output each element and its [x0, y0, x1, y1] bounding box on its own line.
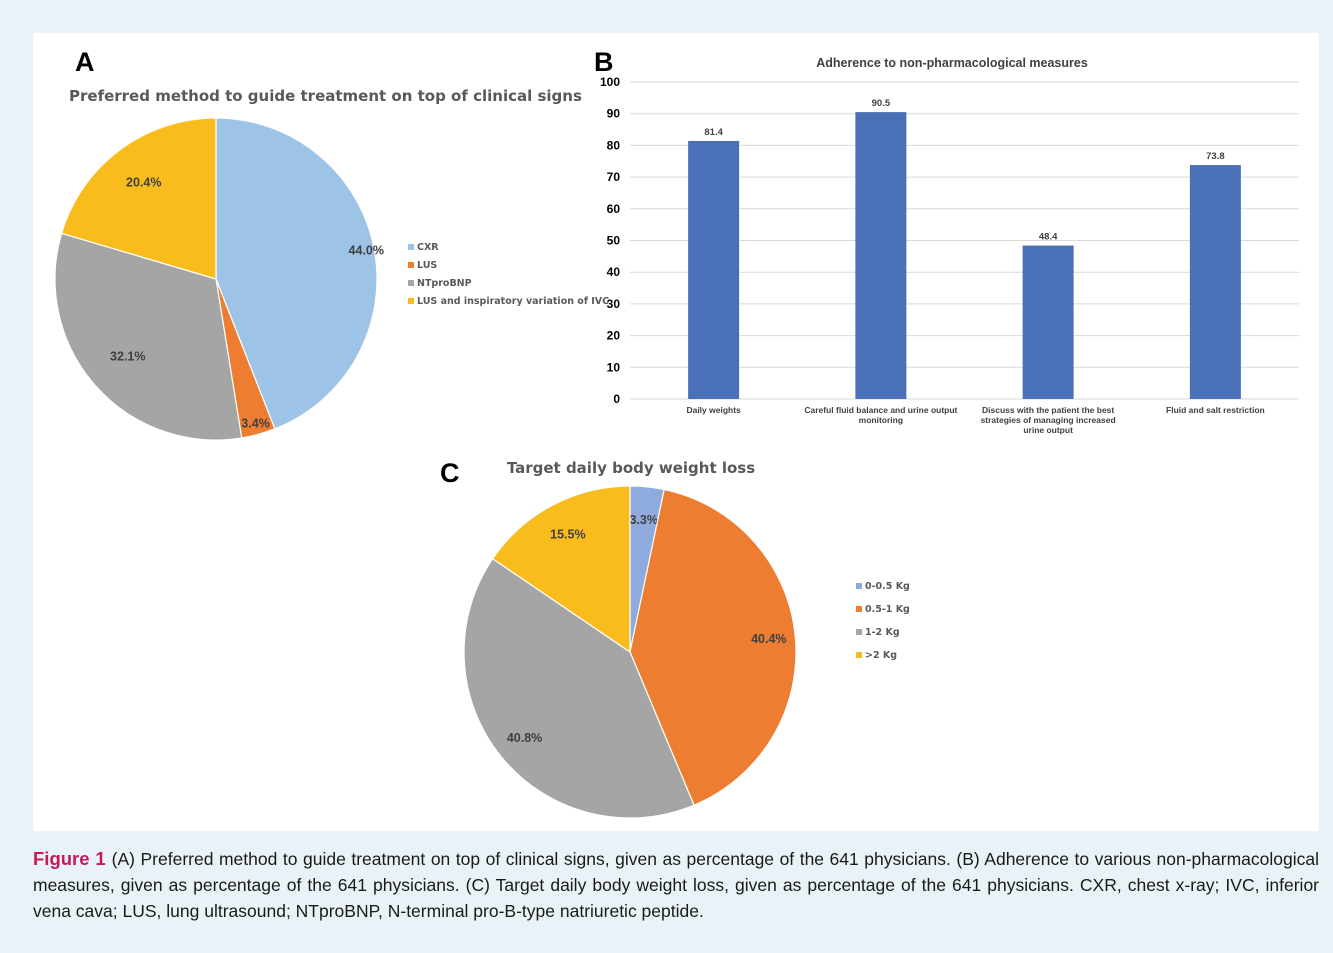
- pie-a-legend-label: LUS and inspiratory variation of IVC: [417, 296, 609, 307]
- bar-chart-title: Adherence to non-pharmacological measure…: [816, 56, 1088, 70]
- pie-c-legend-label: 1-2 Kg: [865, 627, 900, 638]
- bar-y-tick-label: 0: [613, 392, 620, 406]
- bar-value-label: 81.4: [704, 127, 723, 138]
- pie-c-legend-label: 0-0.5 Kg: [865, 581, 910, 592]
- pie-c-slice: [463, 557, 695, 819]
- bar-category-label: Daily weights: [686, 405, 741, 415]
- pie-a-slice: [60, 117, 217, 280]
- pie-c-legend-label: >2 Kg: [865, 650, 897, 661]
- pie-a-legend-swatch: [408, 244, 414, 250]
- pie-c-legend-label: 0.5-1 Kg: [865, 604, 910, 615]
- pie-c-legend: 0-0.5 Kg 0.5-1 Kg 1-2 Kg >2 Kg: [856, 581, 910, 661]
- bar-chart: 0 10 20 30 40 50 60 70 80 90 100 81.4 Daily weights 9…: [600, 75, 1299, 435]
- pie-a-slice-label: 20.4%: [126, 175, 161, 189]
- pie-a-slice: [215, 117, 378, 430]
- bar-y-tick-label: 30: [607, 297, 621, 311]
- bar-category-label: Fluid and salt restriction: [1166, 405, 1265, 415]
- bar-category-label: urine output: [1023, 425, 1073, 435]
- figure-caption: Figure 1 (A) Preferred method to guide tr…: [33, 846, 1319, 924]
- pie-a-legend-label: CXR: [417, 242, 439, 253]
- figure-panel: A B C Preferred method to guide treatmen…: [33, 33, 1319, 831]
- pie-c-slice-label: 40.4%: [751, 632, 786, 646]
- pie-c-slice: [491, 485, 631, 654]
- pie-a-slice: [54, 232, 243, 441]
- bar-category-label: monitoring: [859, 415, 903, 425]
- bar-y-tick-label: 90: [607, 107, 621, 121]
- pie-c-legend-swatch: [856, 652, 862, 658]
- bar: [855, 112, 907, 400]
- bar-y-tick-label: 80: [607, 138, 621, 152]
- pie-c-slice-label: 3.3%: [629, 513, 658, 527]
- bar-y-tick-label: 40: [607, 265, 621, 279]
- bar-value-label: 90.5: [872, 98, 891, 109]
- pie-c-legend-swatch: [856, 629, 862, 635]
- pie-a-slice-label: 44.0%: [349, 244, 384, 258]
- bar-y-tick-label: 100: [600, 75, 620, 89]
- bar-y-tick-label: 20: [607, 329, 621, 343]
- pie-c-title: Target daily body weight loss: [507, 459, 755, 477]
- bar: [1189, 165, 1241, 399]
- bar-value-label: 48.4: [1039, 232, 1058, 243]
- bar-category-label: Discuss with the patient the best: [982, 405, 1114, 415]
- caption-text: (A) Preferred method to guide treatment …: [33, 849, 1319, 921]
- panel-letter-a: A: [75, 47, 95, 77]
- figure-svg: A B C Preferred method to guide treatmen…: [54, 47, 1299, 819]
- bar: [688, 140, 740, 399]
- bar-y-tick-label: 60: [607, 202, 621, 216]
- pie-c-legend-swatch: [856, 606, 862, 612]
- pie-a-legend-label: LUS: [417, 260, 437, 271]
- bar-y-tick-label: 10: [607, 360, 621, 374]
- pie-a-legend: CXR LUS NTproBNP LUS and inspiratory variat…: [408, 242, 609, 307]
- bar-category-label: strategies of managing increased: [981, 415, 1116, 425]
- pie-a-legend-swatch: [408, 262, 414, 268]
- pie-c-slice-label: 40.8%: [507, 731, 542, 745]
- panel-letter-b: B: [594, 47, 614, 77]
- pie-a-legend-label: NTproBNP: [417, 278, 472, 289]
- bar-y-tick-label: 70: [607, 170, 621, 184]
- pie-a-slice-label: 3.4%: [241, 416, 270, 430]
- bar-y-tick-label: 50: [607, 234, 621, 248]
- pie-c-slice-label: 15.5%: [550, 528, 585, 542]
- pie-c-chart: 3.3% 40.4% 40.8% 15.5%: [463, 485, 797, 819]
- figure-label: Figure 1: [33, 848, 106, 869]
- pie-a-legend-swatch: [408, 298, 414, 304]
- bar-category-label: Careful fluid balance and urine output: [804, 405, 957, 415]
- pie-c-slice: [629, 488, 797, 806]
- pie-a-chart: 44.0% 3.4% 32.1% 20.4%: [54, 117, 384, 441]
- pie-c-legend-swatch: [856, 583, 862, 589]
- panel-letter-c: C: [440, 458, 460, 488]
- bar: [1022, 245, 1074, 399]
- pie-a-legend-swatch: [408, 280, 414, 286]
- pie-a-slice-label: 32.1%: [110, 350, 145, 364]
- bar-value-label: 73.8: [1206, 151, 1225, 162]
- pie-a-title: Preferred method to guide treatment on t…: [69, 87, 582, 105]
